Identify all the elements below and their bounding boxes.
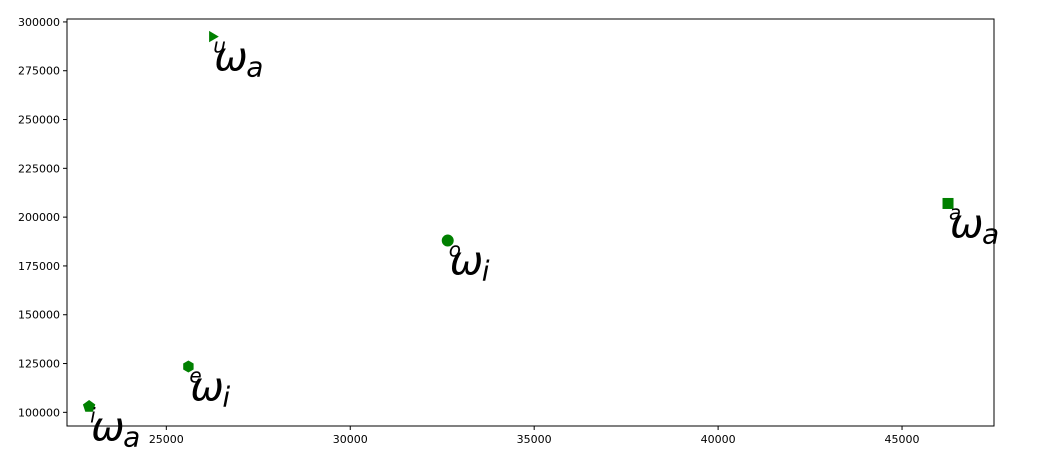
circle-marker: [441, 234, 454, 247]
y-tick-label: 125000: [18, 358, 60, 371]
pentagon-marker: [82, 400, 96, 412]
plot-area: [66, 18, 995, 427]
point-label: ω: [950, 201, 984, 247]
triangle-marker: [209, 30, 219, 43]
point-label: ω: [190, 364, 224, 410]
point-label-superscript: u: [213, 34, 226, 58]
y-tick-label: 150000: [18, 309, 60, 322]
point-label-superscript: i: [90, 403, 96, 427]
x-tick-label: 30000: [333, 433, 368, 446]
x-axis: 25000 30000 35000 40000 45000: [149, 426, 920, 446]
point-label-subscript: a: [123, 420, 140, 453]
point-label: ω: [214, 35, 248, 81]
square-marker: [942, 197, 954, 209]
point-label-subscript: a: [246, 51, 263, 84]
y-tick-label: 275000: [18, 65, 60, 78]
x-tick-label: 45000: [885, 433, 920, 446]
y-tick-label: 225000: [18, 162, 60, 175]
y-tick-label: 100000: [18, 406, 60, 419]
y-tick-label: 300000: [18, 16, 60, 29]
point-label-superscript: o: [449, 238, 461, 262]
point-label: ω: [450, 239, 484, 285]
x-tick-label: 40000: [701, 433, 736, 446]
hexagon-marker: [183, 360, 194, 373]
point-label-subscript: i: [222, 380, 230, 413]
point-label-superscript: a: [949, 200, 961, 224]
y-axis: 100000 125000 150000 175000 200000 225000 2500…: [18, 16, 67, 419]
x-tick-label: 25000: [149, 433, 184, 446]
y-tick-label: 250000: [18, 114, 60, 127]
point-label: ω: [91, 404, 125, 450]
point-label-subscript: i: [482, 255, 490, 288]
point-label-subscript: a: [982, 217, 999, 250]
point-label-superscript: e: [189, 363, 201, 387]
y-tick-label: 200000: [18, 211, 60, 224]
x-tick-label: 35000: [517, 433, 552, 446]
y-tick-label: 175000: [18, 260, 60, 273]
